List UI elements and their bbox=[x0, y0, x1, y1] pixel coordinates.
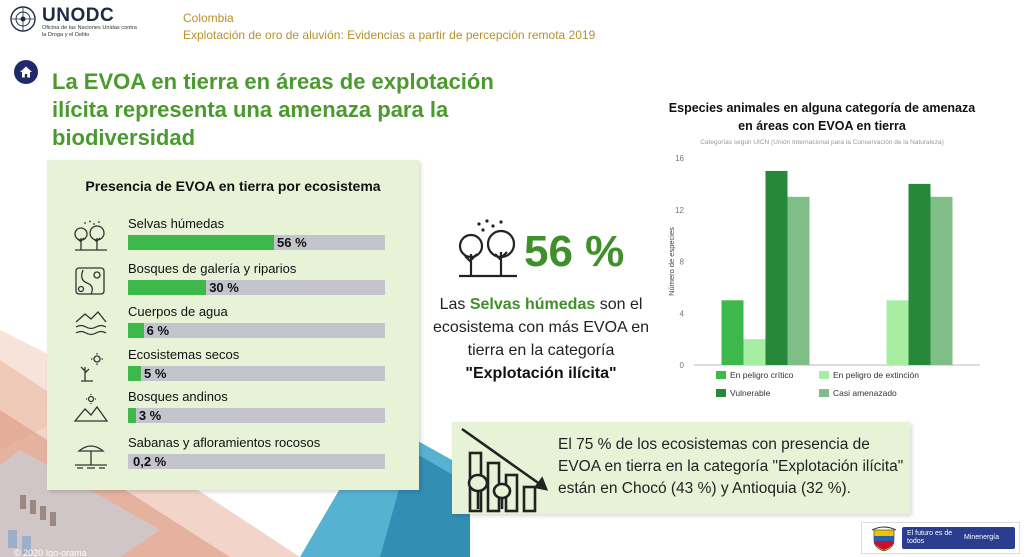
chart-bar bbox=[787, 196, 810, 365]
copyright: © 2020 Igo-orama bbox=[14, 548, 87, 557]
legend-label: En peligro de extinción bbox=[833, 370, 919, 380]
footer-slogan: El futuro es de todos bbox=[907, 530, 953, 545]
home-icon bbox=[20, 66, 32, 78]
legend-label: Vulnerable bbox=[730, 388, 771, 398]
logo-subtitle: Oficina de las Naciones Unidas contra la… bbox=[42, 25, 137, 38]
ecosystem-value-label: 6 % bbox=[146, 323, 170, 338]
ecosystem-label: Bosques andinos bbox=[128, 389, 228, 404]
info-box: El 75 % de los ecosistemas con presencia… bbox=[452, 422, 910, 514]
ecosystem-bar-track: 5 % bbox=[128, 366, 385, 381]
y-tick-label: 8 bbox=[680, 258, 685, 267]
home-button[interactable] bbox=[14, 60, 38, 84]
page-header: Colombia Explotación de oro de aluvión: … bbox=[183, 10, 595, 44]
ecosystem-label: Cuerpos de agua bbox=[128, 304, 228, 319]
government-badge: El futuro es de todos Minenergía bbox=[861, 522, 1020, 554]
y-tick-label: 4 bbox=[680, 309, 685, 318]
ecosystem-panel: Presencia de EVOA en tierra por ecosiste… bbox=[47, 160, 419, 490]
savanna-icon bbox=[75, 445, 107, 469]
header-country: Colombia bbox=[183, 11, 234, 25]
highlight-ecosystem: Selvas húmedas bbox=[469, 296, 596, 313]
declining-forest-chart-icon bbox=[461, 427, 549, 513]
chart-bar bbox=[743, 339, 766, 365]
tropical-forest-icon bbox=[74, 220, 107, 251]
ecosystem-bar-fill bbox=[128, 323, 144, 338]
legend-label: Casi amenazado bbox=[833, 388, 897, 398]
y-tick-label: 16 bbox=[675, 154, 684, 163]
legend-swatch bbox=[716, 371, 726, 379]
header-report-title: Explotación de oro de aluvión: Evidencia… bbox=[183, 28, 596, 42]
tropical-forest-icon bbox=[458, 219, 517, 278]
ecosystem-row-selvas: Selvas húmedas 56 % bbox=[73, 216, 413, 256]
species-bar-chart: 0 4 8 12 16 Número de especies En peligro crít… bbox=[667, 154, 980, 398]
ecosystem-value-label: 56 % bbox=[277, 235, 307, 250]
footer-ministry: Minenergía bbox=[964, 534, 1000, 541]
ecosystem-bar-track: 3 % bbox=[128, 408, 385, 423]
legend-swatch bbox=[819, 389, 829, 397]
ecosystem-panel-title: Presencia de EVOA en tierra por ecosiste… bbox=[85, 178, 381, 194]
ecosystem-value-label: 30 % bbox=[209, 280, 239, 295]
highlight-text-mid: son el ecosistema con más EVOA en tierra… bbox=[432, 296, 650, 359]
ecosystem-bar-track: 56 % bbox=[128, 235, 385, 250]
ecosystem-row-bosques-galeria: Bosques de galería y riparios 30 % bbox=[73, 261, 413, 301]
chart-bar bbox=[765, 170, 788, 365]
ecosystem-row-cuerpos-agua: Cuerpos de agua 6 % bbox=[73, 304, 413, 344]
ecosystem-label: Selvas húmedas bbox=[128, 216, 225, 231]
riparian-forest-icon bbox=[75, 267, 105, 295]
ecosystem-value-label: 5 % bbox=[144, 366, 167, 381]
highlight-text: Las Selvas húmedas son el ecosistema con… bbox=[425, 293, 657, 385]
ecosystem-label: Bosques de galería y riparios bbox=[128, 261, 297, 276]
legend-label: En peligro crítico bbox=[730, 370, 794, 380]
highlight-text-pre: Las bbox=[439, 296, 466, 313]
legend-swatch bbox=[716, 389, 726, 397]
chart-bar bbox=[930, 196, 953, 365]
ecosystem-label: Ecosistemas secos bbox=[128, 347, 240, 362]
highlight-category: "Explotación ilícita" bbox=[465, 365, 617, 382]
dry-ecosystem-icon bbox=[80, 353, 103, 382]
chart-bar bbox=[908, 183, 931, 365]
ecosystem-bar-track: 6 % bbox=[128, 323, 385, 338]
page-title: La EVOA en tierra en áreas de explotació… bbox=[52, 69, 494, 150]
highlight-value: 56 % bbox=[524, 227, 625, 276]
ecosystem-row-andinos: Bosques andinos 3 % bbox=[73, 389, 413, 429]
ecosystem-value-label: 3 % bbox=[138, 408, 162, 423]
ecosystem-bar-fill bbox=[128, 366, 142, 381]
ecosystem-bar-track: 0,2 % bbox=[128, 454, 385, 469]
y-tick-label: 0 bbox=[680, 361, 685, 370]
andean-forest-icon bbox=[73, 394, 109, 422]
chart-bar bbox=[721, 300, 744, 365]
ecosystem-bar-fill bbox=[128, 235, 274, 250]
ecosystem-row-sabanas: Sabanas y afloramientos rocosos 0,2 % bbox=[73, 435, 413, 475]
chart-subtitle: Categorías según UICN (Unión Internacion… bbox=[700, 139, 944, 146]
ecosystem-label: Sabanas y afloramientos rocosos bbox=[128, 435, 321, 450]
ecosystem-row-secos: Ecosistemas secos 5 % bbox=[73, 347, 413, 387]
un-emblem-icon bbox=[10, 6, 36, 32]
colombia-coat-of-arms-icon bbox=[871, 526, 897, 552]
y-tick-label: 12 bbox=[675, 206, 684, 215]
unodc-logo: UNODC Oficina de las Naciones Unidas con… bbox=[10, 6, 142, 38]
ministry-banner: El futuro es de todos Minenergía bbox=[902, 527, 1015, 549]
chart-title: Especies animales en alguna categoría de… bbox=[668, 101, 976, 133]
ecosystem-value-label: 0,2 % bbox=[133, 454, 167, 469]
legend-swatch bbox=[819, 371, 829, 379]
ecosystem-bar-fill bbox=[128, 280, 207, 295]
ecosystem-bar-track: 30 % bbox=[128, 280, 385, 295]
water-body-icon bbox=[75, 311, 107, 336]
chart-bar bbox=[886, 300, 909, 365]
y-axis-label: Número de especies bbox=[667, 227, 676, 296]
ecosystem-bar-fill bbox=[128, 408, 136, 423]
logo-name: UNODC bbox=[42, 5, 115, 26]
info-text: El 75 % de los ecosistemas con presencia… bbox=[558, 436, 904, 497]
